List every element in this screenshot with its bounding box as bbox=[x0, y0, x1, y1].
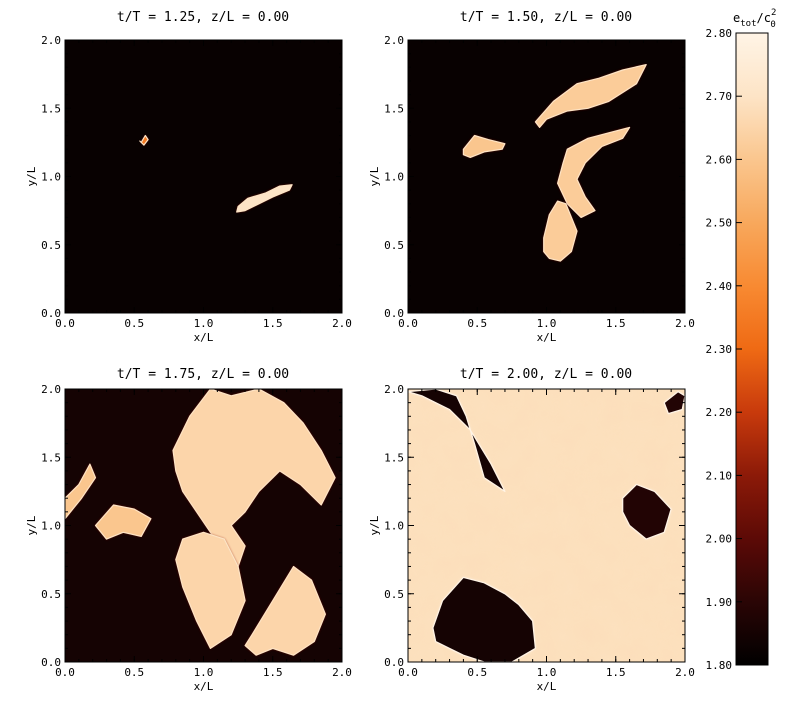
y-tick-label: 1.5 bbox=[384, 102, 404, 115]
heatmap-structure bbox=[65, 463, 97, 520]
y-tick-label: 0.5 bbox=[41, 239, 61, 252]
x-tick-label: 0.0 bbox=[398, 666, 418, 679]
panel-2-title: t/T = 1.50, z/L = 0.00 bbox=[460, 10, 632, 25]
x-tick-label: 0.5 bbox=[467, 317, 487, 330]
colorbar-tick-label: 2.50 bbox=[706, 217, 733, 230]
y-tick-label: 1.0 bbox=[41, 171, 61, 184]
heatmap-structure bbox=[432, 576, 537, 662]
y-axis-label: y/L bbox=[25, 166, 38, 186]
x-tick-label: 1.5 bbox=[606, 666, 626, 679]
x-tick-label: 1.0 bbox=[194, 666, 214, 679]
panel-1-title: t/T = 1.25, z/L = 0.00 bbox=[117, 10, 289, 25]
y-axis-label: y/L bbox=[368, 515, 381, 535]
panel-4: t/T = 2.00, z/L = 0.00 0.0 0.5 1.0 1.5 2.0 0.… bbox=[368, 367, 695, 693]
heatmap-background bbox=[408, 40, 685, 313]
y-tick-label: 2.0 bbox=[41, 383, 61, 396]
heatmap-structure bbox=[622, 483, 672, 540]
y-tick-label: 2.0 bbox=[384, 383, 404, 396]
panel-3: t/T = 1.75, z/L = 0.00 0.0 0.5 1.0 1.5 2.0 0.… bbox=[25, 367, 352, 693]
colorbar-tick-label: 1.80 bbox=[706, 659, 733, 672]
y-tick-label: 1.5 bbox=[41, 102, 61, 115]
panel-4-title: t/T = 2.00, z/L = 0.00 bbox=[460, 367, 632, 382]
colorbar-tick-label: 2.60 bbox=[706, 153, 733, 166]
x-tick-label: 0.0 bbox=[398, 317, 418, 330]
heatmap-structure bbox=[408, 389, 506, 492]
colorbar-tick-label: 2.70 bbox=[706, 90, 733, 103]
x-tick-label: 1.5 bbox=[606, 317, 626, 330]
x-tick-label: 2.0 bbox=[675, 666, 695, 679]
colorbar-tick-label: 2.80 bbox=[706, 27, 733, 40]
x-tick-label: 1.0 bbox=[537, 317, 557, 330]
x-tick-label: 1.0 bbox=[194, 317, 214, 330]
colorbar-tick-label: 2.10 bbox=[706, 469, 733, 482]
x-axis-label: x/L bbox=[194, 331, 214, 344]
y-tick-label: 0.0 bbox=[41, 656, 61, 669]
colorbar-tick-label: 1.90 bbox=[706, 596, 733, 609]
heatmap-structure bbox=[543, 200, 578, 262]
x-tick-label: 1.0 bbox=[537, 666, 557, 679]
x-axis-label: x/L bbox=[537, 331, 557, 344]
y-tick-label: 2.0 bbox=[384, 34, 404, 47]
y-tick-label: 1.0 bbox=[384, 171, 404, 184]
heatmap-structure bbox=[94, 504, 152, 540]
panel-2: t/T = 1.50, z/L = 0.00 0.0 0.5 1.0 1.5 2.0 0.… bbox=[368, 10, 695, 344]
y-tick-label: 1.5 bbox=[41, 451, 61, 464]
x-tick-label: 2.0 bbox=[332, 666, 352, 679]
y-tick-label: 0.5 bbox=[41, 588, 61, 601]
x-tick-label: 0.0 bbox=[55, 317, 75, 330]
x-tick-label: 2.0 bbox=[675, 317, 695, 330]
heatmap-structure bbox=[175, 531, 246, 650]
x-axis-label: x/L bbox=[194, 680, 214, 693]
heatmap-structure bbox=[534, 63, 647, 129]
colorbar-tick-label: 2.20 bbox=[706, 406, 733, 419]
x-tick-label: 0.5 bbox=[467, 666, 487, 679]
heatmap-structure bbox=[556, 126, 631, 218]
x-tick-label: 2.0 bbox=[332, 317, 352, 330]
heatmap-structure bbox=[172, 389, 336, 568]
y-tick-label: 1.5 bbox=[384, 451, 404, 464]
y-axis-label: y/L bbox=[368, 166, 381, 186]
y-tick-label: 1.0 bbox=[41, 520, 61, 533]
y-tick-label: 0.0 bbox=[384, 307, 404, 320]
x-tick-label: 0.5 bbox=[124, 666, 144, 679]
colorbar-tick-label: 2.30 bbox=[706, 343, 733, 356]
y-tick-label: 0.0 bbox=[41, 307, 61, 320]
colorbar: etot/c2 0 2.80 2.70 2.60 2.50 2.40 2.30 2.20 2.1… bbox=[706, 8, 777, 672]
panel-1: t/T = 1.25, z/L = 0.00 0.0 0.5 1.0 1.5 2.0 0.… bbox=[25, 10, 352, 344]
colorbar-label: etot/c2 0 bbox=[733, 8, 776, 30]
x-tick-label: 1.5 bbox=[263, 317, 283, 330]
heatmap-background bbox=[65, 40, 342, 313]
y-tick-label: 0.5 bbox=[384, 239, 404, 252]
x-axis-label: x/L bbox=[537, 680, 557, 693]
colorbar-tick-label: 2.00 bbox=[706, 533, 733, 546]
y-tick-label: 1.0 bbox=[384, 520, 404, 533]
heatmap-structure bbox=[244, 565, 326, 656]
heatmap-structure bbox=[236, 184, 293, 213]
x-tick-label: 0.5 bbox=[124, 317, 144, 330]
y-tick-label: 0.5 bbox=[384, 588, 404, 601]
heatmap-structure bbox=[139, 134, 149, 146]
y-axis-label: y/L bbox=[25, 515, 38, 535]
x-tick-label: 0.0 bbox=[55, 666, 75, 679]
x-tick-label: 1.5 bbox=[263, 666, 283, 679]
heatmap-structure bbox=[462, 134, 506, 158]
panel-3-title: t/T = 1.75, z/L = 0.00 bbox=[117, 367, 289, 382]
y-tick-label: 2.0 bbox=[41, 34, 61, 47]
y-tick-label: 0.0 bbox=[384, 656, 404, 669]
colorbar-tick-label: 2.40 bbox=[706, 280, 733, 293]
